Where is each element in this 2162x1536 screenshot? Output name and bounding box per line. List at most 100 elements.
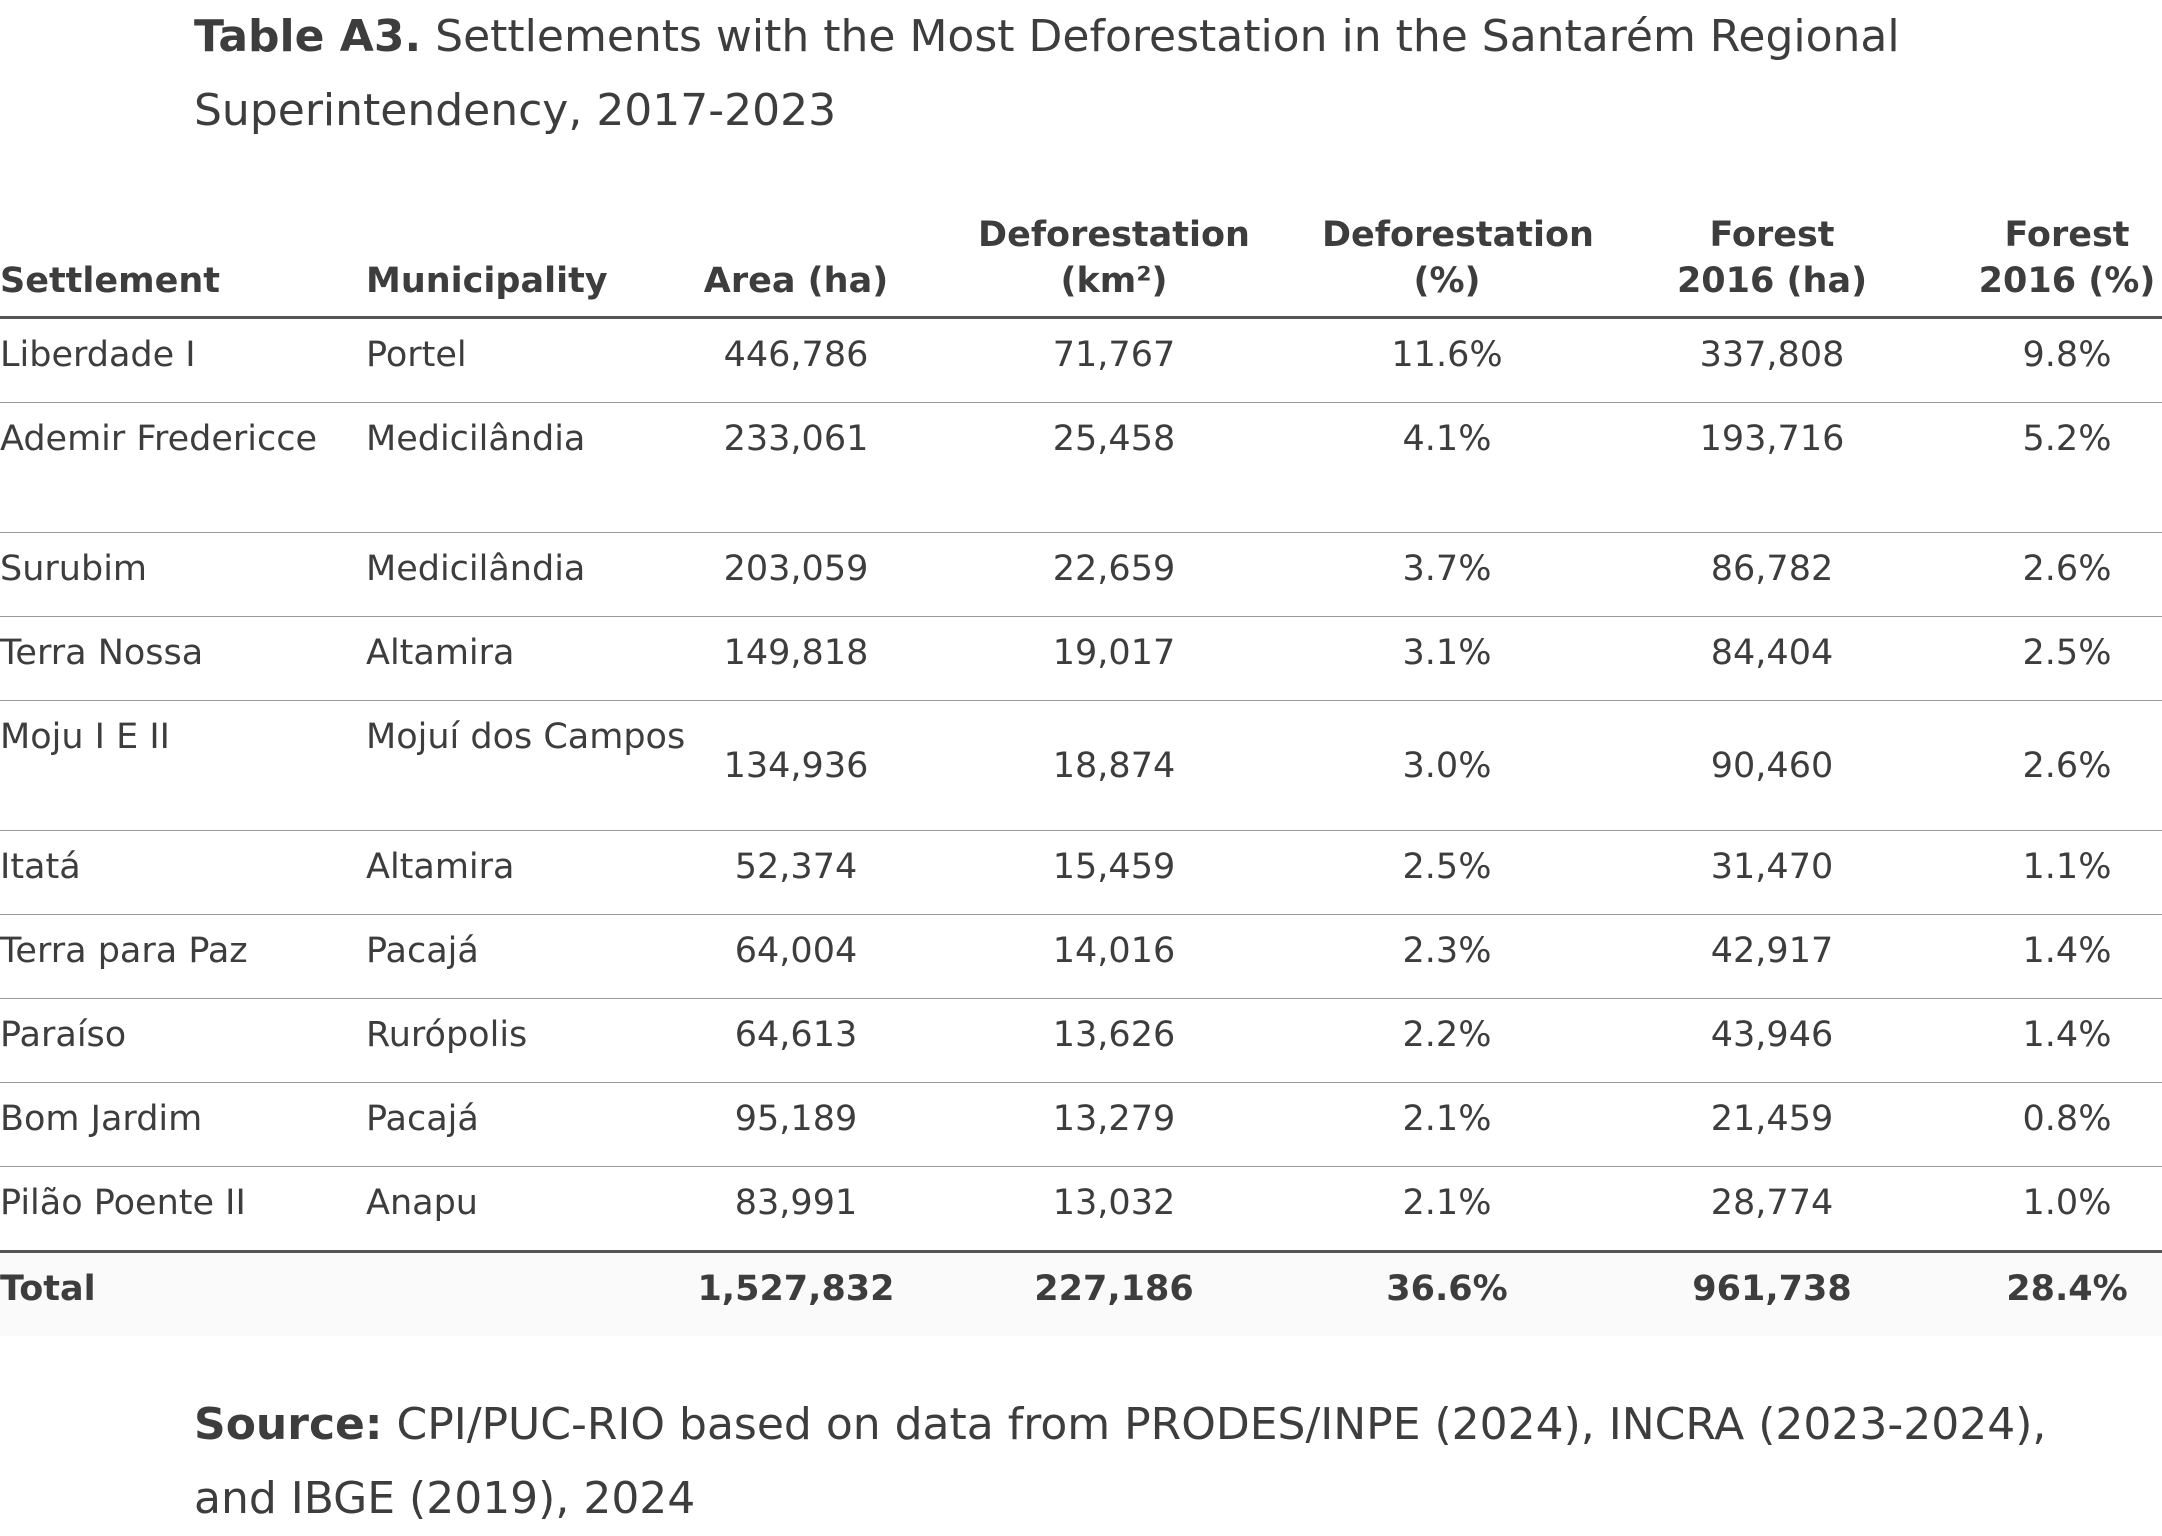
- cell-forest-pct: 0.8%: [1972, 1082, 2162, 1167]
- header-deforestation-km2: Deforestation (km²): [906, 200, 1322, 319]
- cell-settlement: Moju I E II: [0, 700, 366, 831]
- cell-settlement: Itatá: [0, 830, 366, 915]
- cell-forest-ha: 90,460: [1572, 700, 1972, 831]
- settlements-table: Settlement Municipality Area (ha) Defore…: [0, 200, 2162, 1336]
- table-row: Pilão Poente II Anapu 83,991 13,032 2.1%…: [0, 1167, 2162, 1252]
- total-area: 1,527,832: [686, 1250, 906, 1336]
- cell-deforestation-km2: 13,279: [906, 1082, 1322, 1167]
- source-note: Source: CPI/PUC-RIO based on data from P…: [194, 1388, 2094, 1536]
- cell-forest-pct: 9.8%: [1972, 317, 2162, 403]
- cell-forest-ha: 84,404: [1572, 616, 1972, 701]
- header-deforestation-pct: Deforestation (%): [1322, 200, 1594, 319]
- table-header-row: Settlement Municipality Area (ha) Defore…: [0, 200, 2162, 319]
- table-row: Moju I E II Mojuí dos Campos 134,936 18,…: [0, 700, 2162, 831]
- header-municipality: Municipality: [366, 200, 686, 319]
- cell-municipality: Medicilândia: [366, 532, 686, 617]
- cell-deforestation-pct: 2.5%: [1322, 830, 1572, 915]
- cell-municipality: Rurópolis: [366, 998, 686, 1083]
- header-area: Area (ha): [686, 200, 906, 319]
- cell-forest-pct: 2.6%: [1972, 532, 2162, 617]
- cell-deforestation-km2: 15,459: [906, 830, 1322, 915]
- cell-forest-pct: 1.0%: [2022, 1183, 2112, 1223]
- cell-municipality: Anapu: [366, 1183, 478, 1223]
- cell-area: 134,936: [686, 700, 906, 831]
- cell-deforestation-km2: 13,032: [1052, 1183, 1176, 1223]
- cell-deforestation-km2: 13,626: [906, 998, 1322, 1083]
- cell-forest-pct: 1.4%: [1972, 998, 2162, 1083]
- cell-settlement: Paraíso: [0, 998, 366, 1083]
- table-row: Liberdade I Portel 446,786 71,767 11.6% …: [0, 317, 2162, 403]
- cell-forest-ha: 42,917: [1572, 914, 1972, 999]
- table-total-row: Total 1,527,832 227,186 36.6% 961,738 28…: [0, 1250, 2162, 1336]
- table-row: Itatá Altamira 52,374 15,459 2.5% 31,470…: [0, 830, 2162, 915]
- cell-area: 233,061: [686, 402, 906, 533]
- cell-deforestation-km2: 19,017: [906, 616, 1322, 701]
- cell-deforestation-pct: 2.3%: [1322, 914, 1572, 999]
- cell-area: 149,818: [686, 616, 906, 701]
- cell-area: 95,189: [686, 1082, 906, 1167]
- cell-forest-ha: 86,782: [1572, 532, 1972, 617]
- caption-label: Table A3.: [194, 11, 422, 62]
- total-forest-ha: 961,738: [1572, 1250, 1972, 1336]
- source-label: Source:: [194, 1399, 383, 1450]
- header-settlement: Settlement: [0, 200, 366, 319]
- total-deforestation-km2: 227,186: [906, 1250, 1322, 1336]
- cell-settlement: Liberdade I: [0, 317, 366, 403]
- cell-area: 52,374: [686, 830, 906, 915]
- cell-forest-ha: 21,459: [1572, 1082, 1972, 1167]
- cell-municipality: Portel: [366, 317, 686, 403]
- cell-deforestation-pct: 2.1%: [1402, 1183, 1492, 1223]
- table-row: Ademir Fredericce Medicilândia 233,061 2…: [0, 402, 2162, 533]
- table-row: Bom Jardim Pacajá 95,189 13,279 2.1% 21,…: [0, 1082, 2162, 1167]
- header-forest-2016-pct: Forest 2016 (%): [1972, 200, 2162, 319]
- cell-forest-pct: 1.4%: [1972, 914, 2162, 999]
- cell-municipality: Pacajá: [366, 1082, 686, 1167]
- table-caption: Table A3. Settlements with the Most Defo…: [194, 0, 2094, 148]
- total-deforestation-pct: 36.6%: [1322, 1250, 1572, 1336]
- cell-municipality: Pacajá: [366, 914, 686, 999]
- source-text: CPI/PUC-RIO based on data from PRODES/IN…: [194, 1399, 2047, 1524]
- cell-deforestation-km2: 18,874: [906, 700, 1322, 831]
- cell-deforestation-pct: 4.1%: [1322, 402, 1572, 533]
- cell-settlement: Terra Nossa: [0, 616, 366, 701]
- cell-settlement: Terra para Paz: [0, 914, 366, 999]
- cell-forest-ha: 337,808: [1572, 317, 1972, 403]
- cell-forest-ha: 28,774: [1710, 1183, 1834, 1223]
- cell-settlement: Bom Jardim: [0, 1082, 366, 1167]
- cell-deforestation-pct: 11.6%: [1322, 317, 1572, 403]
- cell-area: 446,786: [686, 317, 906, 403]
- table-row: Terra para Paz Pacajá 64,004 14,016 2.3%…: [0, 914, 2162, 999]
- total-municipality: [366, 1250, 686, 1336]
- cell-deforestation-pct: 2.1%: [1322, 1082, 1572, 1167]
- cell-forest-pct: 2.6%: [1972, 700, 2162, 831]
- cell-forest-ha: 31,470: [1572, 830, 1972, 915]
- cell-deforestation-km2: 71,767: [906, 317, 1322, 403]
- cell-municipality: Mojuí dos Campos: [366, 700, 686, 831]
- total-forest-pct: 28.4%: [1972, 1250, 2162, 1336]
- cell-deforestation-km2: 14,016: [906, 914, 1322, 999]
- total-label: Total: [0, 1250, 366, 1336]
- header-forest-2016-ha: Forest 2016 (ha): [1572, 200, 1972, 319]
- cell-deforestation-km2: 22,659: [906, 532, 1322, 617]
- table-row: Surubim Medicilândia 203,059 22,659 3.7%…: [0, 532, 2162, 617]
- cell-deforestation-km2: 25,458: [906, 402, 1322, 533]
- caption-text: Settlements with the Most Deforestation …: [194, 11, 1900, 136]
- cell-forest-ha: 193,716: [1572, 402, 1972, 533]
- cell-settlement: Pilão Poente II: [0, 1183, 246, 1223]
- cell-area: 64,613: [686, 998, 906, 1083]
- cell-forest-pct: 5.2%: [1972, 402, 2162, 533]
- cell-municipality: Altamira: [366, 616, 686, 701]
- cell-deforestation-pct: 2.2%: [1322, 998, 1572, 1083]
- cell-forest-ha: 43,946: [1572, 998, 1972, 1083]
- cell-deforestation-pct: 3.0%: [1322, 700, 1572, 831]
- cell-area: 83,991: [734, 1183, 858, 1223]
- cell-municipality: Altamira: [366, 830, 686, 915]
- cell-deforestation-pct: 3.7%: [1322, 532, 1572, 617]
- cell-municipality: Medicilândia: [366, 402, 686, 533]
- table-row: Paraíso Rurópolis 64,613 13,626 2.2% 43,…: [0, 998, 2162, 1083]
- cell-forest-pct: 2.5%: [1972, 616, 2162, 701]
- table-row: Terra Nossa Altamira 149,818 19,017 3.1%…: [0, 616, 2162, 701]
- cell-settlement: Ademir Fredericce: [0, 402, 366, 533]
- cell-area: 64,004: [686, 914, 906, 999]
- cell-area: 203,059: [686, 532, 906, 617]
